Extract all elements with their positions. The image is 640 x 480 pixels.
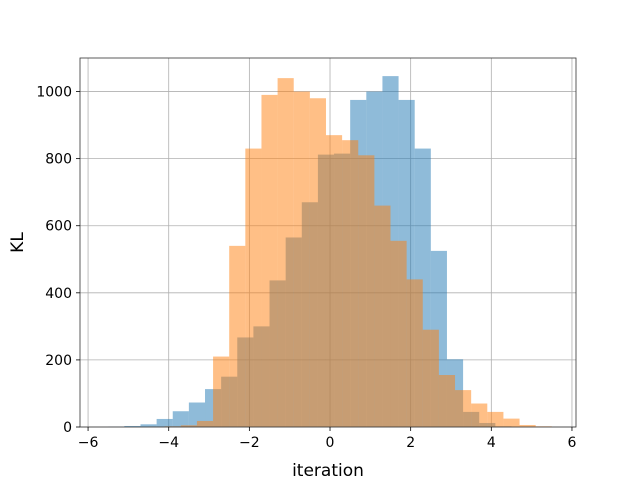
histogram-bar <box>156 418 173 427</box>
histogram-bar <box>325 135 343 427</box>
x-tick-label: 6 <box>568 435 577 451</box>
histogram-bar <box>342 140 359 427</box>
histogram-bar <box>438 375 456 427</box>
histogram-bar <box>229 245 246 427</box>
y-tick-label: 400 <box>45 286 72 302</box>
histogram-bar <box>374 205 391 427</box>
histogram-bar <box>309 98 326 427</box>
y-tick-label: 0 <box>63 420 72 436</box>
y-tick-label: 1000 <box>36 85 72 101</box>
histogram-bar <box>358 155 375 428</box>
histogram-bar <box>261 94 278 428</box>
histogram-bar <box>180 425 197 427</box>
y-tick-label: 600 <box>45 219 72 235</box>
x-tick-label: 2 <box>406 435 415 451</box>
x-tick-label: −4 <box>158 435 179 451</box>
histogram-bar <box>519 424 536 427</box>
histogram-bar <box>422 329 439 427</box>
y-axis-label: KL <box>8 232 28 253</box>
plot-frame <box>79 57 577 428</box>
histogram-bar <box>140 424 157 427</box>
histogram-bar <box>487 411 504 427</box>
y-tick-label: 200 <box>45 353 72 369</box>
x-tick-label: −2 <box>239 435 260 451</box>
histogram-bar <box>406 279 423 427</box>
histogram-bar <box>293 91 310 427</box>
histogram-bar <box>172 411 189 427</box>
histogram-bar <box>196 420 214 427</box>
histogram-bars <box>108 76 552 428</box>
histogram-bar <box>471 403 488 427</box>
histogram-bar <box>390 240 407 427</box>
histogram-bar <box>213 356 230 427</box>
histogram-bar <box>245 148 262 427</box>
axis-ticks: −6 −4 −2 0 2 4 6 0 200 400 600 800 1000 <box>36 85 576 451</box>
x-tick-label: 0 <box>326 435 335 451</box>
histogram-bar <box>455 390 472 427</box>
histogram-bar <box>188 402 206 427</box>
x-axis-label: iteration <box>292 461 364 480</box>
y-tick-label: 800 <box>45 152 72 168</box>
histogram-bar <box>277 78 294 428</box>
histogram-bar <box>503 418 520 427</box>
x-tick-label: 4 <box>487 435 496 451</box>
histogram-series-2 <box>148 78 552 428</box>
histogram-bar <box>124 425 141 427</box>
x-tick-label: −6 <box>78 435 99 451</box>
